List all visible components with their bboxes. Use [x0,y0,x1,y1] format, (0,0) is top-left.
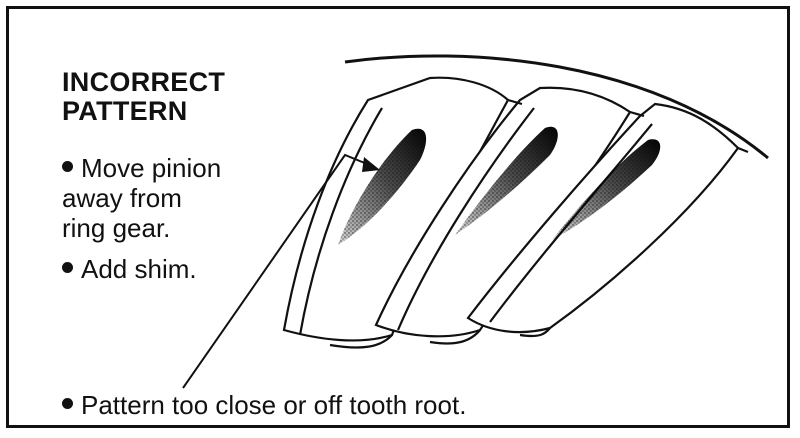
instruction-line: Move pinion [81,153,222,183]
instruction-line: ring gear. [62,213,171,243]
instruction-move-pinion: Move pinion away from ring gear. [62,153,282,243]
bullet-icon [62,262,73,273]
instruction-add-shim: Add shim. [62,254,282,284]
gear-tooth-2 [374,86,632,345]
title-line-1: INCORRECT [62,67,226,97]
leader-arrow [182,153,373,389]
caption: Pattern too close or off tooth root. [62,390,662,420]
bullet-icon [62,161,73,172]
instruction-line: Add shim. [81,254,197,284]
arrow-head-icon [362,157,380,172]
instruction-line: away from [62,183,182,213]
bullet-icon [62,398,73,409]
title-line-2: PATTERN [62,96,188,126]
ring-gear-rim [344,54,769,160]
page-title: INCORRECT PATTERN [62,68,225,126]
caption-text: Pattern too close or off tooth root. [81,390,467,420]
